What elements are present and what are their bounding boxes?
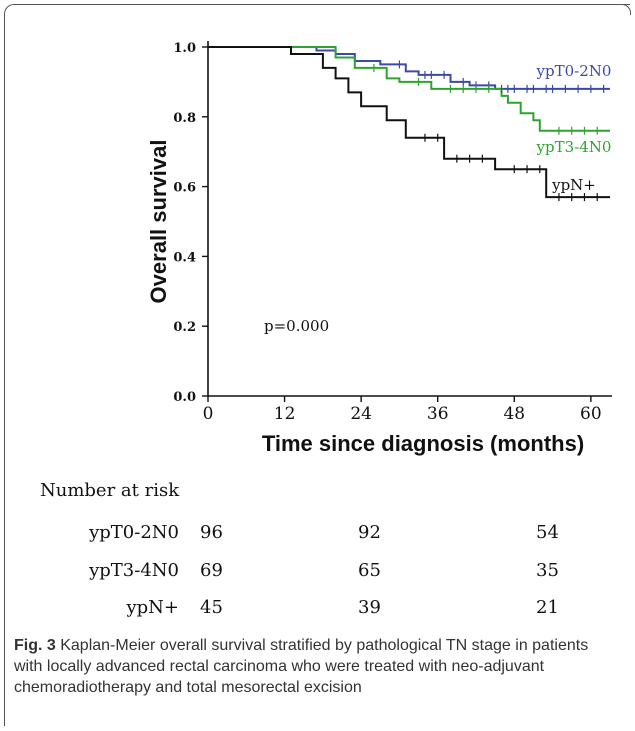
series-label: ypN+ [551,176,596,194]
x-tick-label: 48 [503,404,525,424]
chart-axes [207,41,612,397]
km-chart: 0.00.20.40.60.81.00 12 24 36 48 60 ypT0-2N0yp… [146,41,612,456]
curve-ypt3-4n0 [208,46,610,132]
x-axis-title: Time since diagnosis (months) [262,431,584,456]
y-tick-label: 0.2 [173,320,196,335]
risk-value: 45 [200,597,223,618]
risk-value: 39 [358,597,381,618]
chart-ticks: 0.0 0.2 0.4 0.6 0.8 1.0 0 12 24 36 48 60 [173,41,601,424]
chart-labels: ypT0-2N0 ypT3-4N0 ypN+ p=0.000 Overall survi… [146,62,611,456]
risk-value: 54 [536,522,559,543]
risk-table-row: ypT3-4N0 69 65 35 [0,560,635,588]
y-tick-label: 1.0 [173,41,196,56]
series-label: ypT0-2N0 [536,62,612,80]
risk-value: 21 [536,597,559,618]
y-tick-label: 0.4 [173,250,196,265]
chart-curves [208,46,610,199]
risk-table-row: ypT0-2N0 96 92 54 [0,522,635,550]
risk-row-label: ypT0-2N0 [89,522,179,543]
x-tick-label: 36 [427,404,449,424]
risk-row-label: ypN+ [126,597,179,618]
y-tick-label: 0.6 [173,181,196,196]
risk-value: 96 [200,522,223,543]
risk-value: 92 [358,522,381,543]
series-label: ypT3-4N0 [536,138,612,156]
risk-value: 65 [358,560,381,581]
chart-censor-marks [373,60,605,202]
risk-value: 69 [200,560,223,581]
x-tick-label: 0 [203,404,214,424]
risk-value: 35 [536,560,559,581]
caption-text: Kaplan-Meier overall survival stratified… [14,637,589,696]
y-tick-label: 0.0 [173,390,196,405]
p-value-annotation: p=0.000 [264,317,329,335]
x-tick-label: 60 [580,404,602,424]
figure-caption: Fig. 3 Kaplan-Meier overall survival str… [14,635,614,698]
curve-ypn- [208,46,610,199]
figure-frame [4,4,630,726]
y-tick-label: 0.8 [173,111,196,126]
risk-table-row: ypN+ 45 39 21 [0,597,635,625]
figure-frame-corner [622,4,631,15]
risk-table-title: Number at risk [40,480,180,501]
x-tick-label: 24 [350,404,372,424]
x-tick-label: 12 [274,404,296,424]
y-axis-title: Overall survival [146,140,171,304]
caption-label: Fig. 3 [14,637,56,654]
risk-row-label: ypT3-4N0 [89,560,179,581]
